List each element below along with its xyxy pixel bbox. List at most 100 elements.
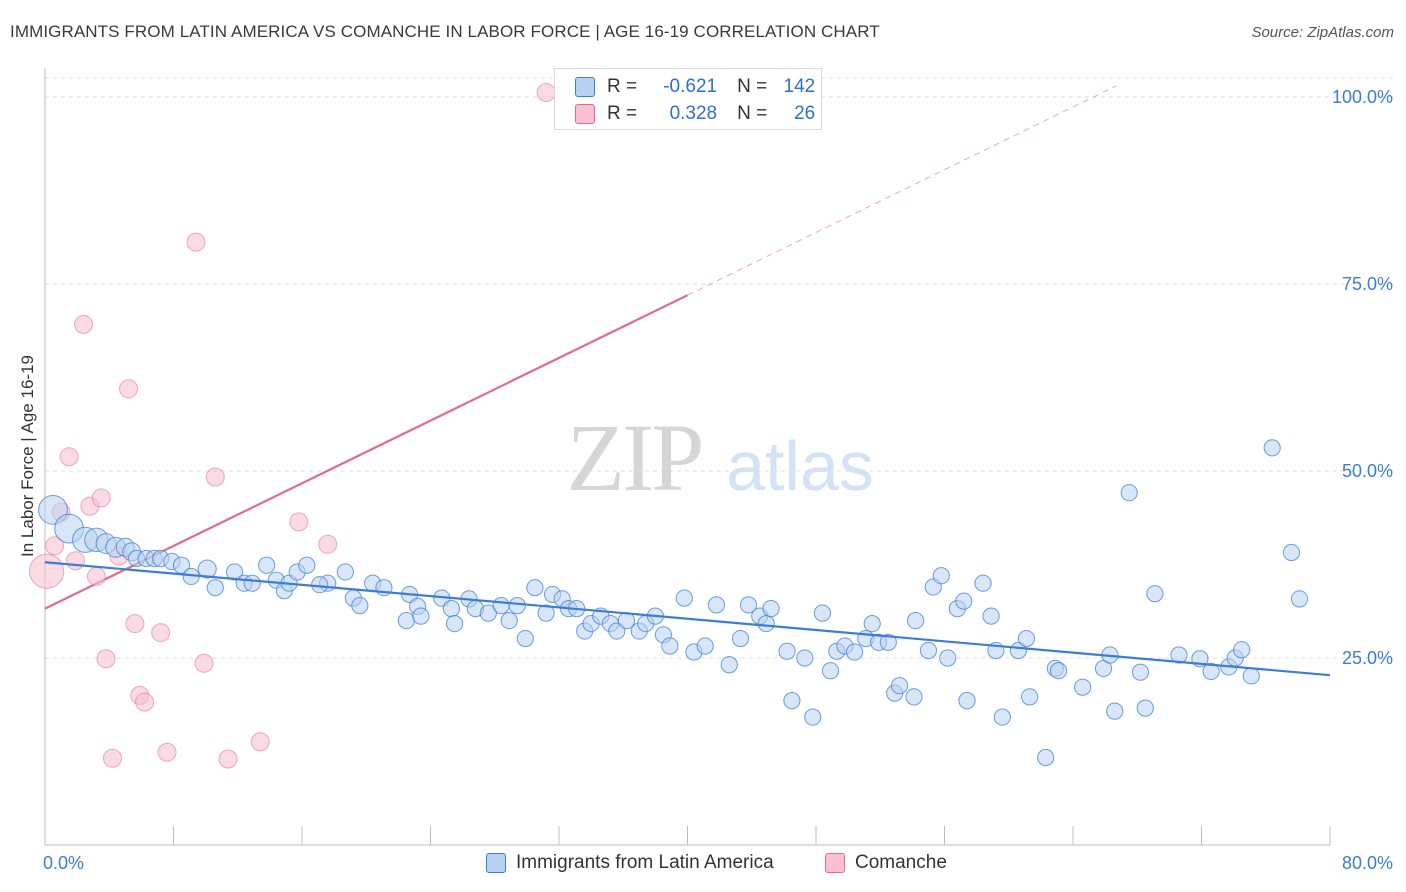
comanche-point [135,692,155,712]
latin-america-point [974,574,992,592]
stats-n-label: N = [737,103,768,124]
stats-r-value: 0.328 [669,103,718,124]
stats-row-comanche: R = 0.328 N = 26 [575,100,815,128]
latin-america-point [197,559,217,579]
stats-row-latin-america: R = -0.621 N = 142 [575,73,815,101]
watermark: ZIP atlas [567,404,874,511]
latin-america-point [1290,590,1309,608]
latin-america-point [919,641,938,660]
comanche-point [186,232,206,252]
x-tick-label-min: 0.0% [43,853,84,873]
latin-america-point [1146,585,1164,603]
stats-n-label: N = [737,76,768,97]
latin-america-trend-line [44,561,1331,677]
comanche-point [289,512,309,532]
comanche-point [29,553,65,589]
legend-label: Comanche [855,852,947,873]
latin-america-point [1037,748,1055,767]
latin-america-point [397,612,416,630]
latin-america-point [757,614,775,633]
latin-america-point [1242,667,1260,685]
stats-swatch-blue [575,77,595,97]
latin-america-point [675,589,693,607]
comanche-point [194,653,214,673]
latin-america-point [500,612,518,630]
latin-america-point [1017,629,1036,648]
comanche-point [125,614,145,634]
latin-america-point [516,629,534,648]
comanche-trend-extension [687,85,1117,296]
comanche-point [250,732,270,752]
latin-america-point [351,597,369,615]
latin-america-point [336,563,354,581]
chart-title: IMMIGRANTS FROM LATIN AMERICA VS COMANCH… [10,22,880,41]
latin-america-point [1131,663,1150,681]
comanche-point [91,488,111,508]
comanche-point [218,749,238,769]
latin-america-point [1074,678,1092,696]
latin-america-point [958,692,976,710]
latin-america-point [731,629,750,648]
latin-america-point [863,614,881,633]
legend-swatch-blue [486,853,506,873]
comanche-point [536,83,556,103]
source-label: Source: ZipAtlas.com [1251,24,1394,41]
stats-r-label: R = [607,76,638,97]
latin-america-point [243,574,261,592]
latin-america-point [906,612,925,630]
latin-america-point [821,662,840,680]
comanche-point [318,534,338,554]
comanche-point [86,566,106,586]
latin-america-point [1263,439,1281,457]
latin-america-point [720,656,738,674]
legend-label: Immigrants from Latin America [516,852,774,873]
latin-america-point [1282,543,1301,562]
comanche-point [45,536,65,556]
comanche-point [96,649,116,669]
latin-america-point [661,637,679,655]
latin-america-point [739,596,758,614]
latin-america-point [804,708,822,726]
y-axis-label: In Labor Force | Age 16-19 [18,355,37,557]
y-tick-label: 75.0% [1342,274,1393,294]
latin-america-point [537,604,555,622]
latin-america-point [445,614,464,633]
x-tick-label-max: 80.0% [1342,853,1393,873]
stats-n-value: 26 [794,103,816,124]
stats-swatch-pink [575,104,595,124]
comanche-point [66,551,86,571]
comanche-points-layer [29,83,556,769]
stats-box: R = -0.621 N = 142 R = 0.328 N = 26 [554,68,822,130]
y-tick-label: 50.0% [1342,461,1393,481]
y-tick-label: 25.0% [1342,648,1393,668]
latin-america-point [778,642,796,660]
latin-america-point [845,643,864,661]
legend-swatch-pink [825,853,845,873]
watermark-zip: ZIP [567,404,702,511]
legend-item-comanche: Comanche [825,852,947,874]
stats-n-value: 142 [783,76,816,97]
latin-america-point [890,677,909,695]
latin-america-point [1170,646,1188,664]
latin-america-point [298,556,316,574]
latin-america-point [442,600,460,618]
latin-america-point [813,604,832,622]
comanche-point [74,314,94,334]
latin-america-point [1136,699,1154,717]
latin-america-point [258,556,276,574]
latin-america-point [1049,662,1068,680]
comanche-point [119,379,139,399]
latin-america-point [796,649,814,667]
comanche-point [102,748,122,768]
latin-america-point [206,579,224,597]
latin-america-point [696,637,714,655]
latin-america-point [311,576,329,594]
legend-item-latin-america: Immigrants from Latin America [486,852,774,874]
latin-america-point [932,567,950,585]
latin-america-point [905,688,923,706]
comanche-trend-layer [44,85,1117,610]
stats-r-label: R = [607,103,638,124]
watermark-atlas: atlas [726,427,874,505]
latin-america-point [783,692,801,710]
